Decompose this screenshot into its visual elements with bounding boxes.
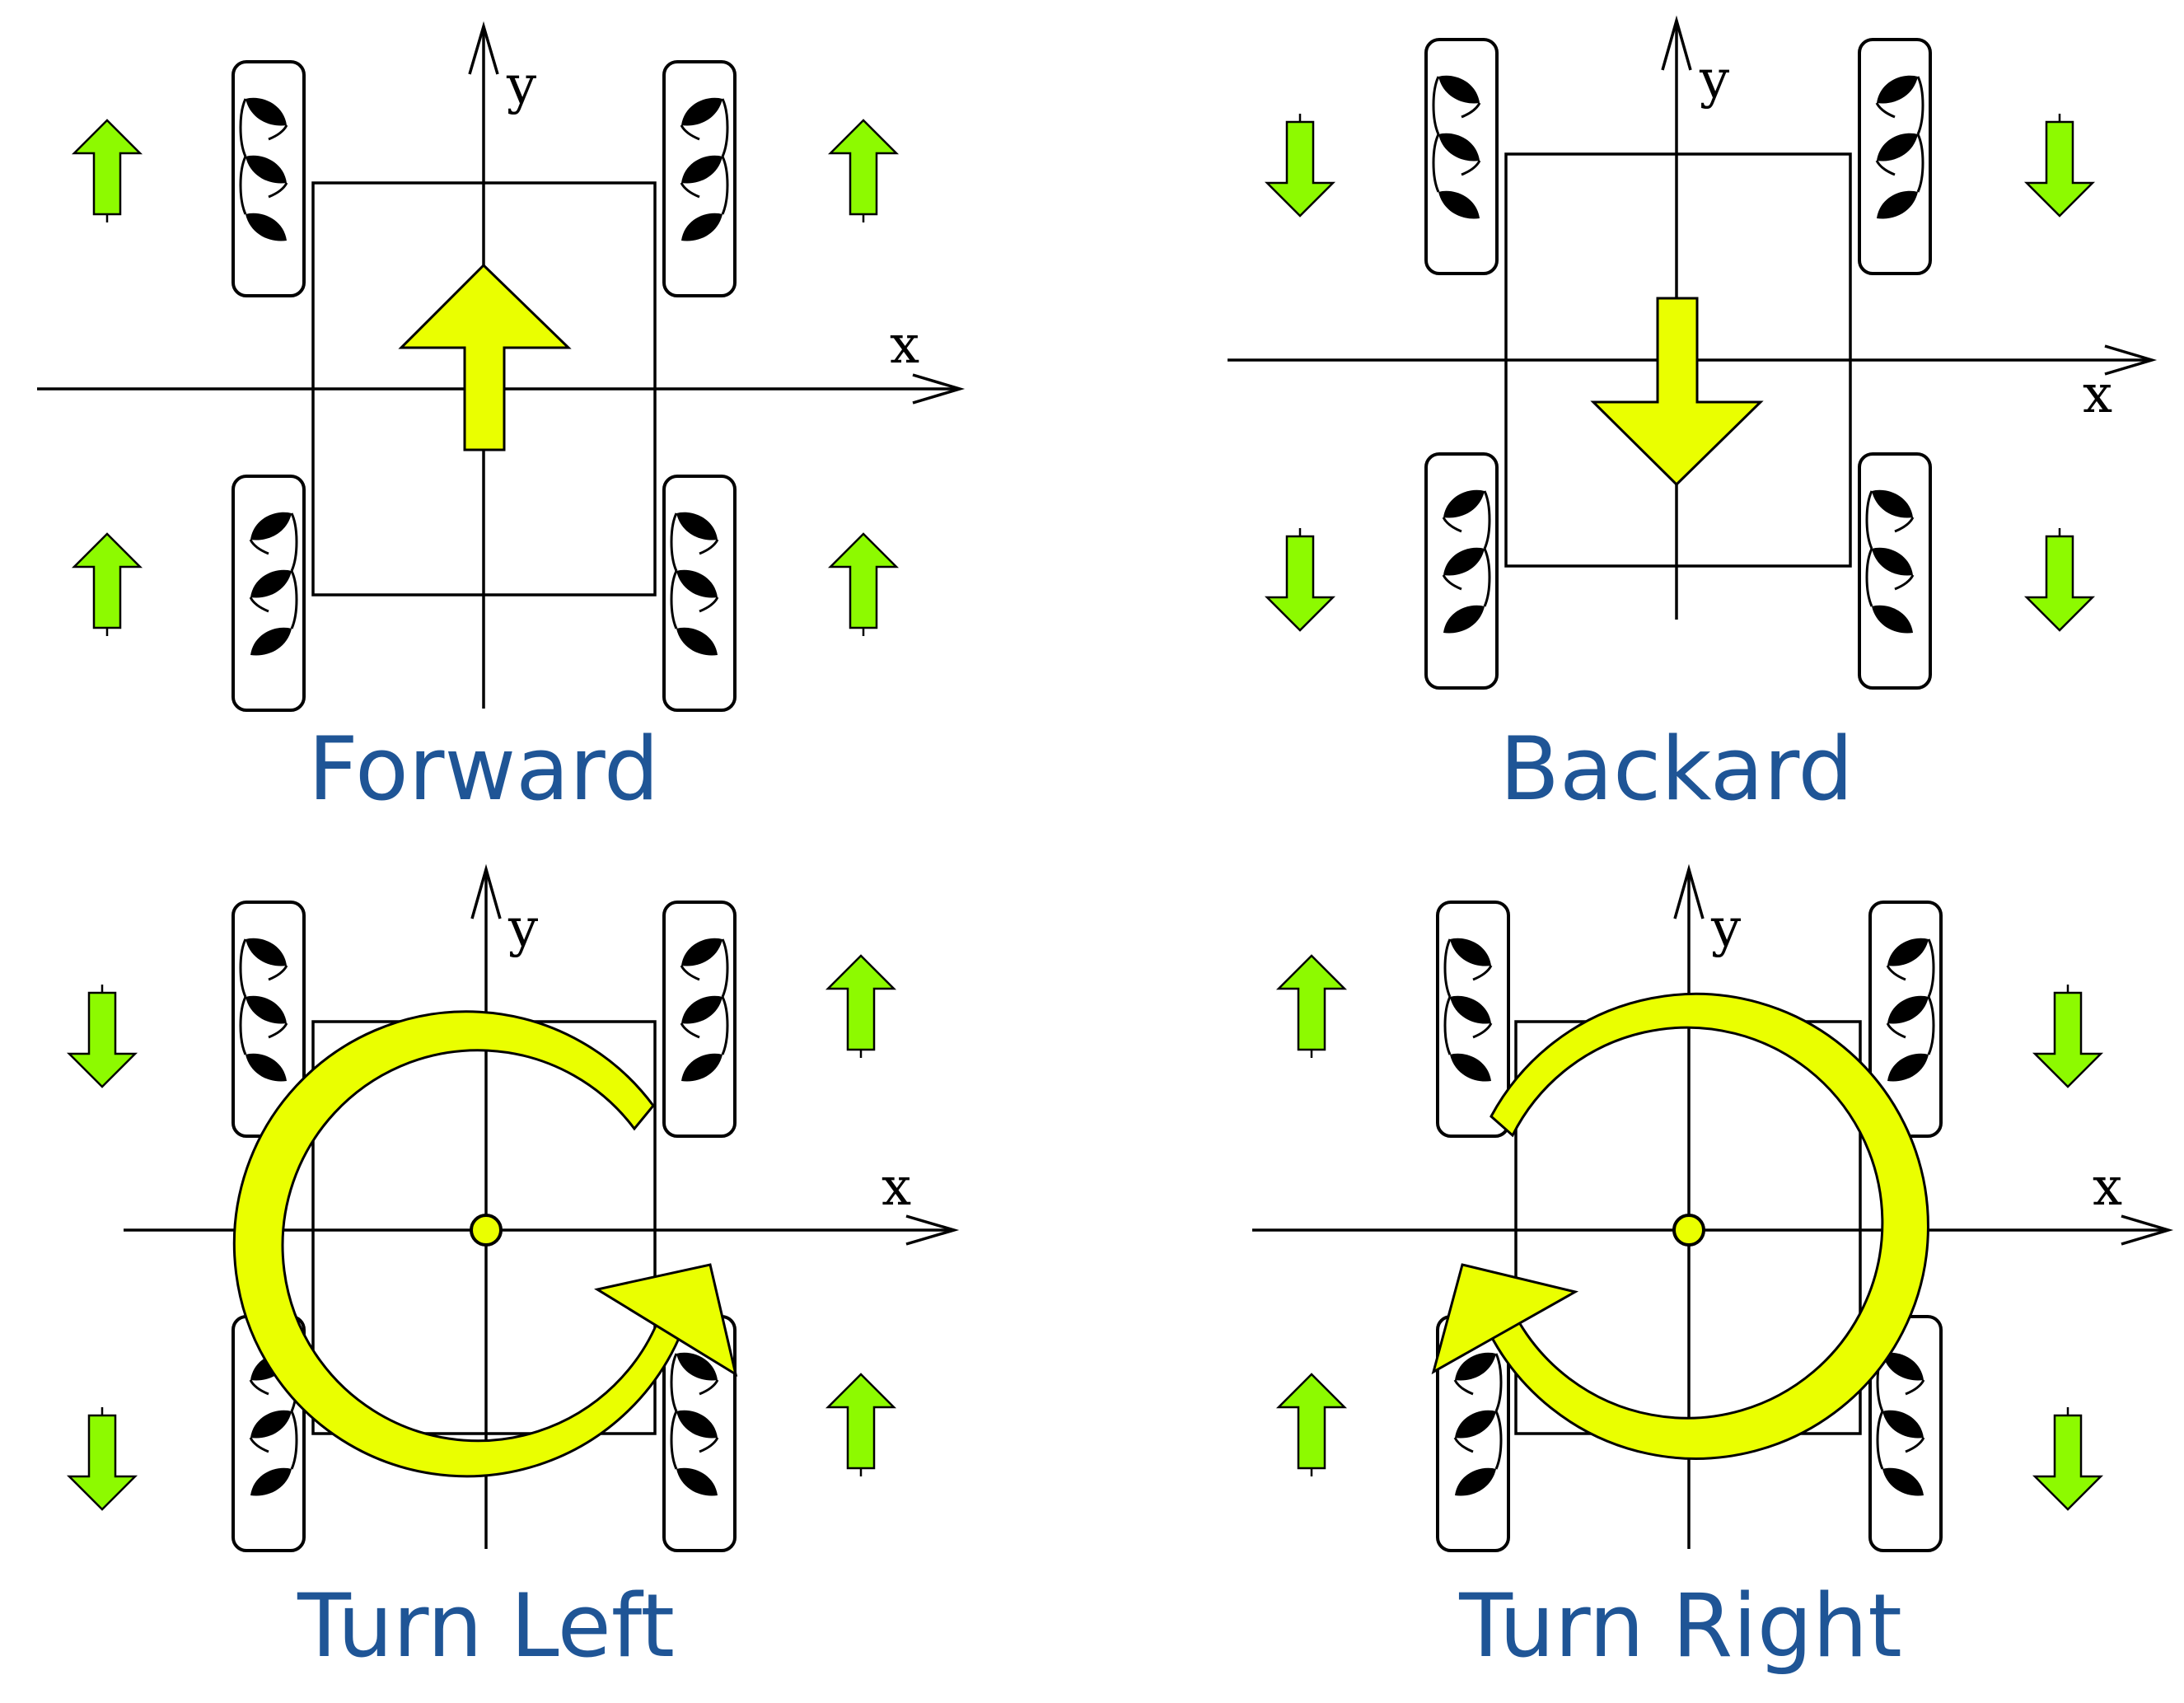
caption-turn-left: Turn Left (297, 1575, 675, 1677)
rear-left-down-arrow-icon (1265, 526, 1335, 632)
front-right-wheel-icon (1858, 38, 1932, 275)
front-right-down-arrow-icon (2025, 112, 2094, 218)
front-right-down-arrow-icon (2033, 983, 2102, 1088)
rear-right-up-arrow-icon (829, 532, 898, 638)
front-right-wheel-icon (662, 901, 737, 1138)
x-axis-arrowhead (912, 373, 966, 405)
front-right-wheel-icon (662, 60, 737, 297)
x-axis-label: x (890, 315, 919, 376)
caption-backward: Backard (1499, 718, 1853, 820)
rotation-center-dot (470, 1214, 503, 1247)
rear-right-down-arrow-icon (2025, 526, 2094, 632)
rear-left-wheel-icon (1424, 452, 1499, 690)
panel-forward: x y Forward (37, 21, 966, 820)
rotate-ccw-arrowhead-icon (594, 1263, 738, 1378)
x-axis-label: x (2083, 364, 2112, 425)
rear-left-up-arrow-icon (1277, 1373, 1346, 1478)
front-right-up-arrow-icon (829, 119, 898, 224)
y-axis-label: y (506, 55, 536, 116)
rear-right-down-arrow-icon (2033, 1406, 2102, 1511)
x-axis-arrowhead (2104, 344, 2158, 376)
front-left-wheel-icon (1424, 38, 1499, 275)
rear-right-wheel-icon (1858, 452, 1932, 690)
front-left-up-arrow-icon (72, 119, 142, 224)
rotate-cw-arrowhead-icon (1431, 1263, 1579, 1375)
y-axis-arrowhead (1673, 863, 1705, 919)
x-axis-label: x (882, 1157, 911, 1218)
panel-backward: x y Backard (1228, 15, 2158, 820)
forward-motion-arrow-icon (398, 263, 572, 451)
backward-motion-arrow-icon (1590, 297, 1764, 487)
front-left-wheel-icon (231, 60, 306, 297)
caption-forward: Forward (308, 718, 659, 820)
x-axis-label: x (2093, 1157, 2122, 1218)
panel-turn-left: x y Turn Left (68, 863, 960, 1677)
front-left-down-arrow-icon (68, 983, 137, 1088)
rear-right-wheel-icon (662, 475, 737, 712)
rotate-ccw-arrow-icon (232, 1010, 684, 1478)
rotation-center-dot (1672, 1214, 1705, 1247)
caption-turn-right: Turn Right (1458, 1575, 1902, 1677)
x-axis-arrowhead (2121, 1214, 2174, 1246)
y-axis-arrowhead (468, 21, 499, 75)
front-right-up-arrow-icon (826, 954, 896, 1060)
rotate-cw-arrow-icon (1488, 992, 1929, 1460)
y-axis-label: y (1699, 49, 1729, 110)
y-axis-arrowhead (470, 863, 502, 919)
front-left-down-arrow-icon (1265, 112, 1335, 218)
rear-right-up-arrow-icon (826, 1373, 896, 1478)
x-axis-arrowhead (905, 1214, 960, 1246)
front-left-wheel-icon (1436, 901, 1510, 1138)
rear-left-up-arrow-icon (72, 532, 142, 638)
y-axis-label: y (507, 898, 538, 959)
front-left-up-arrow-icon (1277, 954, 1346, 1060)
rear-left-down-arrow-icon (68, 1406, 137, 1511)
rear-left-wheel-icon (231, 475, 306, 712)
y-axis-label: y (1710, 898, 1741, 959)
panel-turn-right: x y Turn Right (1252, 863, 2174, 1677)
robot-body (311, 181, 657, 597)
robot-body (1504, 152, 1852, 568)
y-axis-arrowhead (1661, 15, 1692, 71)
